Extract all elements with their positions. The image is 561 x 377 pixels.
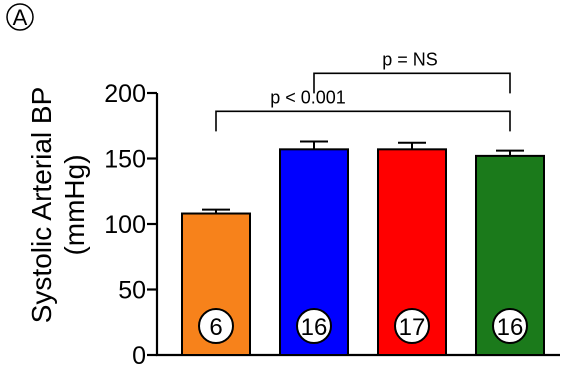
y-tick-label: 0 (132, 342, 146, 370)
n-badge-circle (394, 308, 430, 344)
bars: 6 16 17 16 (181, 140, 545, 356)
significance-annotations: p = NS p < 0.001 (215, 49, 511, 132)
y-tick-label: 100 (104, 211, 146, 239)
significance-bracket (313, 72, 511, 94)
panel-label: A (6, 3, 34, 31)
n-badge-label: 16 (497, 314, 524, 341)
n-badge-label: 6 (209, 314, 222, 341)
y-axis-title-line-1: Systolic Arterial BP (26, 87, 57, 324)
bar (279, 148, 349, 356)
significance-label: p = NS (382, 49, 438, 69)
n-badge-circle (492, 308, 528, 344)
panel-label-text: A (13, 5, 28, 30)
n-badge-label: 17 (399, 314, 426, 341)
y-tick-label: 50 (118, 277, 146, 305)
y-tick-label: 200 (104, 80, 146, 108)
significance-label: p < 0.001 (270, 87, 346, 107)
n-badge-circle (296, 308, 332, 344)
panel-label-circle (6, 3, 34, 31)
y-tick-label: 150 (104, 146, 146, 174)
y-axis-title-line-2: (mmHg) (59, 154, 90, 255)
n-badge-circle (198, 308, 234, 344)
y-axis-title: Systolic Arterial BP (mmHg) (26, 87, 90, 324)
n-badge-label: 16 (301, 314, 328, 341)
significance-bracket (215, 110, 511, 132)
